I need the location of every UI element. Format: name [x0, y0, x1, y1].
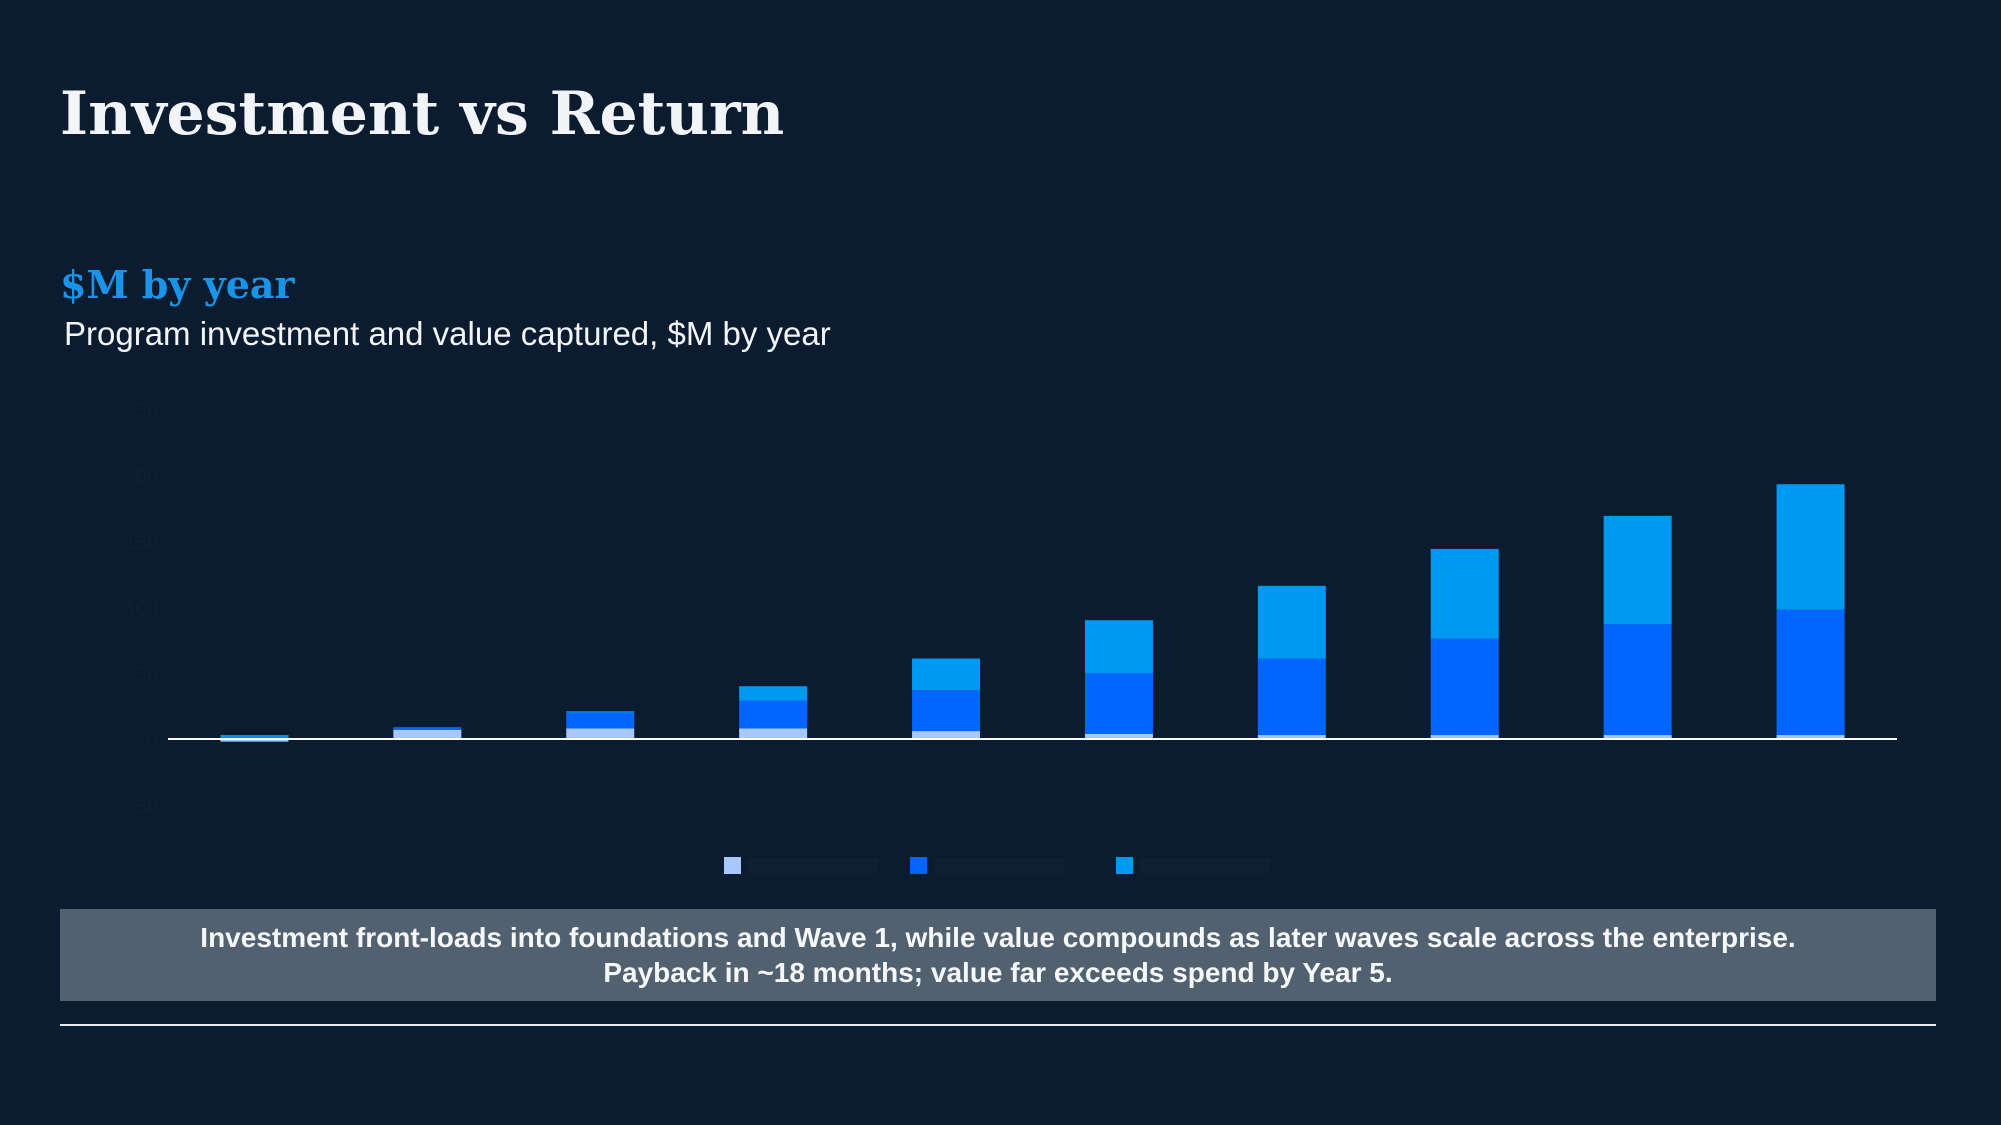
- y-tick-label: 100: [125, 598, 158, 620]
- slide-title: Investment vs Return: [60, 79, 785, 149]
- legend-swatch-series-1: [724, 857, 741, 874]
- legend-swatch-series-3: [1116, 857, 1133, 874]
- legend-label-placeholder: [1140, 858, 1270, 873]
- y-tick-label: 0: [147, 730, 158, 752]
- bar-segment-series-1: [1257, 735, 1326, 739]
- bar-segment-series-2: [1776, 609, 1845, 736]
- bar-segment-series-1: [1776, 735, 1845, 739]
- bar-segment-series-1: [1430, 735, 1499, 739]
- bar-segment-series-1: [739, 728, 808, 739]
- investment-return-chart: -50 0 50 100 150 200 250: [125, 400, 1897, 874]
- bar-segment-series-1: [393, 729, 462, 739]
- bar-segment-series-2: [566, 712, 635, 729]
- bar-segment-series-2: [912, 690, 981, 732]
- footer-divider: [60, 1024, 1936, 1026]
- callout-line-2: Payback in ~18 months; value far exceeds…: [603, 957, 1393, 988]
- bar-segment-series-2: [393, 727, 462, 730]
- y-tick-label: 150: [125, 532, 158, 554]
- bar-segment-series-2: [1603, 624, 1672, 736]
- bar-segment-series-2: [1430, 638, 1499, 736]
- chart-caption: Program investment and value captured, $…: [64, 315, 831, 352]
- y-tick-label: 250: [125, 400, 158, 422]
- bar-segment-series-1: [1603, 735, 1672, 739]
- y-tick-label: 50: [136, 664, 158, 686]
- bar-segment-series-2: [739, 700, 808, 729]
- bar-segment-series-3: [1430, 548, 1499, 639]
- y-tick-label: -50: [129, 796, 158, 818]
- bar-segment-series-1: [566, 728, 635, 739]
- bar-segment-series-2: [1257, 658, 1326, 736]
- bar-segment-series-2: [1084, 673, 1153, 734]
- slide-subtitle: $M by year: [60, 262, 295, 307]
- legend-label-placeholder: [934, 858, 1064, 873]
- bar-segment-series-1: [1084, 733, 1153, 739]
- bar-segment-series-3: [220, 735, 289, 738]
- bar-segment-series-3: [739, 686, 808, 701]
- bar-segment-series-3: [1257, 585, 1326, 659]
- bar-segment-series-3: [566, 711, 635, 713]
- bar-segment-series-3: [912, 658, 981, 691]
- bar-segment-series-3: [1776, 484, 1845, 610]
- bar-segment-series-1: [912, 731, 981, 739]
- bar-segment-series-3: [1603, 515, 1672, 625]
- bar-segment-series-1: [220, 739, 289, 742]
- y-tick-label: 200: [125, 466, 158, 488]
- legend-label-placeholder: [748, 858, 878, 873]
- takeaway-callout: Investment front-loads into foundations …: [60, 909, 1936, 1001]
- bar-segment-series-3: [1084, 620, 1153, 673]
- legend-swatch-series-2: [910, 857, 927, 874]
- callout-line-1: Investment front-loads into foundations …: [200, 922, 1796, 953]
